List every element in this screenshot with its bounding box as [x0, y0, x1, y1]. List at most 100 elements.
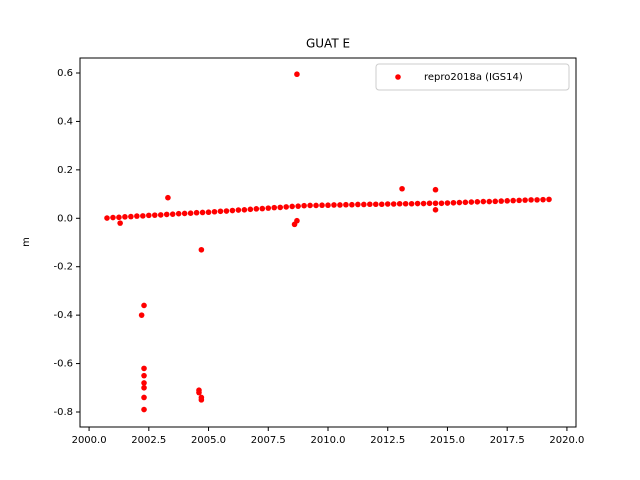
point — [408, 200, 415, 207]
point — [141, 394, 147, 401]
point — [259, 205, 266, 212]
point — [486, 198, 493, 205]
point — [193, 209, 200, 216]
point — [301, 202, 307, 209]
point — [223, 208, 230, 214]
y-tick-label: -0.6 — [53, 359, 73, 370]
point — [492, 198, 499, 205]
y-axis-label: m — [21, 237, 32, 247]
legend-label: repro2018a (IGS14) — [424, 72, 523, 83]
point — [510, 197, 516, 204]
point — [138, 312, 145, 318]
point — [307, 202, 313, 209]
point — [432, 200, 439, 207]
point — [462, 199, 469, 206]
point — [504, 198, 510, 204]
point — [141, 380, 147, 386]
point — [198, 397, 205, 403]
point — [146, 212, 152, 219]
point — [165, 194, 171, 201]
point — [426, 200, 433, 207]
point — [157, 212, 164, 218]
point — [141, 406, 147, 413]
point — [217, 208, 224, 215]
point — [122, 214, 128, 220]
point — [253, 206, 260, 212]
x-tick-label: 2010.0 — [311, 435, 346, 446]
point — [399, 185, 405, 192]
y-tick-label: -0.2 — [53, 262, 73, 273]
point — [277, 204, 284, 211]
point — [294, 217, 300, 224]
point — [141, 384, 147, 391]
point — [140, 213, 146, 219]
point — [444, 200, 451, 206]
x-tick-label: 2007.5 — [251, 435, 286, 446]
y-tick-label: -0.4 — [53, 310, 73, 321]
point — [540, 196, 546, 203]
point — [117, 220, 123, 226]
point — [343, 201, 349, 208]
legend-marker — [395, 74, 401, 80]
x-tick-label: 2020.0 — [549, 435, 584, 446]
point — [175, 210, 182, 217]
point — [205, 209, 212, 216]
point — [498, 198, 505, 204]
point — [378, 201, 385, 208]
point — [372, 201, 379, 208]
point — [134, 213, 140, 219]
plot-frame — [79, 57, 577, 428]
point — [390, 201, 397, 207]
point — [116, 214, 122, 221]
point — [295, 203, 301, 209]
point — [480, 198, 487, 205]
point — [396, 200, 403, 207]
point — [313, 202, 319, 209]
x-tick-label: 2002.5 — [131, 435, 166, 446]
point — [349, 201, 355, 208]
point — [141, 365, 147, 372]
point — [229, 207, 236, 214]
point — [522, 197, 528, 203]
point — [528, 197, 534, 203]
point — [384, 201, 391, 207]
point — [110, 214, 116, 221]
point — [199, 209, 206, 216]
point — [235, 207, 242, 213]
point — [546, 196, 552, 203]
point — [141, 372, 147, 379]
point — [438, 200, 445, 207]
legend-box — [375, 63, 570, 91]
x-tick-label: 2012.5 — [370, 435, 405, 446]
point — [247, 206, 254, 213]
point — [420, 200, 427, 207]
point — [414, 200, 421, 207]
point — [265, 205, 272, 211]
point — [187, 210, 194, 217]
y-tick-label: 0.0 — [57, 213, 73, 224]
point — [271, 204, 278, 211]
point — [241, 207, 248, 213]
point — [355, 201, 361, 208]
x-tick-label: 2005.0 — [191, 435, 226, 446]
point — [468, 199, 475, 205]
point — [325, 202, 331, 209]
y-tick-label: -0.8 — [53, 407, 73, 418]
point — [361, 201, 367, 208]
point — [337, 202, 343, 208]
point — [456, 199, 463, 206]
x-tick-label: 2017.5 — [490, 435, 525, 446]
point — [181, 210, 188, 217]
point — [450, 199, 457, 206]
point — [104, 215, 110, 221]
point — [331, 202, 337, 208]
point — [402, 200, 409, 207]
y-tick-label: 0.2 — [57, 165, 73, 176]
point — [196, 389, 202, 396]
y-tick-label: 0.4 — [57, 116, 73, 127]
x-tick-label: 2000.0 — [72, 435, 107, 446]
point — [283, 204, 289, 210]
point — [367, 201, 373, 208]
point — [294, 71, 300, 78]
